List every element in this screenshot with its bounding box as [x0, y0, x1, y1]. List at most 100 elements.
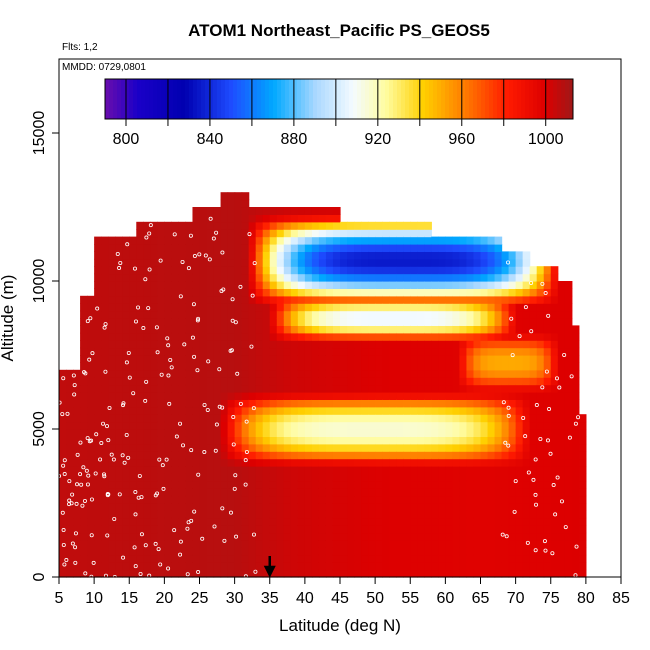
- pressure-cell: [445, 384, 453, 393]
- pressure-cell: [389, 281, 397, 289]
- pressure-cell: [494, 362, 503, 371]
- pressure-cell: [389, 554, 397, 563]
- pressure-cell: [375, 281, 383, 289]
- colorbar-cell: [425, 79, 430, 119]
- pressure-cell: [368, 266, 376, 275]
- pressure-cell: [220, 488, 229, 497]
- pressure-cell: [269, 488, 278, 497]
- pressure-cell: [403, 562, 411, 571]
- pressure-cell: [255, 377, 264, 386]
- pressure-cell: [347, 251, 355, 260]
- track-point: [144, 235, 149, 240]
- pressure-cell: [255, 473, 264, 482]
- pressure-cell: [241, 347, 250, 356]
- pressure-cell: [515, 303, 524, 312]
- pressure-cell: [115, 273, 123, 282]
- pressure-cell: [332, 503, 341, 511]
- pressure-cell: [368, 318, 376, 326]
- pressure-cell: [157, 332, 165, 341]
- pressure-cell: [269, 369, 278, 378]
- pressure-cell: [192, 517, 201, 526]
- pressure-cell: [417, 258, 425, 267]
- pressure-cell: [361, 562, 369, 571]
- track-point: [182, 342, 187, 347]
- pressure-cell: [571, 510, 580, 519]
- pressure-cell: [403, 480, 411, 489]
- pressure-cell: [122, 406, 130, 415]
- pressure-cell: [522, 421, 531, 430]
- pressure-cell: [248, 221, 257, 230]
- pressure-cell: [473, 443, 482, 452]
- pressure-cell: [550, 473, 559, 482]
- pressure-cell: [227, 540, 236, 548]
- pressure-cell: [206, 295, 215, 304]
- track-point: [172, 528, 177, 533]
- pressure-cell: [332, 517, 341, 526]
- pressure-cell: [318, 347, 327, 356]
- pressure-cell: [445, 281, 453, 289]
- pressure-cell: [325, 562, 334, 571]
- track-point: [169, 365, 174, 370]
- pressure-cell: [164, 510, 172, 519]
- pressure-cell: [361, 281, 369, 289]
- pressure-cell: [347, 466, 355, 474]
- pressure-cell: [66, 473, 74, 482]
- pressure-cell: [192, 554, 201, 563]
- pressure-cell: [417, 443, 425, 452]
- pressure-cell: [382, 510, 390, 519]
- colorbar-cell: [217, 79, 222, 119]
- pressure-cell: [276, 503, 285, 511]
- pressure-cell: [396, 273, 404, 282]
- pressure-cell: [529, 436, 538, 445]
- pressure-cell: [171, 510, 180, 519]
- pressure-cell: [101, 355, 109, 363]
- pressure-cell: [122, 303, 130, 312]
- pressure-cell: [276, 236, 285, 245]
- pressure-cell: [80, 340, 88, 349]
- track-point: [118, 260, 123, 265]
- pressure-cell: [508, 355, 517, 363]
- pressure-cell: [80, 540, 88, 548]
- pressure-cell: [304, 547, 313, 556]
- pressure-cell: [304, 362, 313, 371]
- pressure-cell: [59, 480, 67, 489]
- track-point: [506, 443, 511, 448]
- pressure-cell: [283, 443, 292, 452]
- pressure-cell: [332, 244, 341, 252]
- pressure-cell: [354, 384, 362, 393]
- pressure-cell: [564, 377, 573, 386]
- pressure-cell: [192, 340, 201, 349]
- pressure-cell: [164, 340, 172, 349]
- pressure-cell: [473, 236, 482, 245]
- pressure-cell: [206, 480, 215, 489]
- track-point: [141, 326, 146, 331]
- pressure-cell: [417, 310, 425, 319]
- pressure-cell: [318, 340, 327, 349]
- pressure-cell: [431, 429, 439, 437]
- pressure-cell: [276, 384, 285, 393]
- pressure-cell: [473, 547, 482, 556]
- pressure-cell: [466, 495, 475, 504]
- track-point: [125, 242, 130, 247]
- pressure-cell: [87, 443, 95, 452]
- pressure-cell: [129, 355, 137, 363]
- track-point: [133, 564, 138, 569]
- pressure-cell: [466, 517, 475, 526]
- pressure-cell: [375, 488, 383, 497]
- x-tick-label: 10: [85, 590, 103, 607]
- pressure-cell: [283, 554, 292, 563]
- track-point: [211, 236, 216, 241]
- pressure-cell: [368, 295, 376, 304]
- pressure-cell: [157, 436, 165, 445]
- pressure-cell: [318, 451, 327, 460]
- pressure-cell: [466, 399, 475, 408]
- pressure-cell: [59, 369, 67, 378]
- pressure-cell: [164, 392, 172, 400]
- pressure-cell: [108, 332, 116, 341]
- pressure-cell: [122, 436, 130, 445]
- pressure-cell: [417, 221, 425, 230]
- pressure-cell: [473, 406, 482, 415]
- pressure-cell: [80, 510, 88, 519]
- colorbar-cell: [541, 79, 546, 119]
- pressure-cell: [368, 436, 376, 445]
